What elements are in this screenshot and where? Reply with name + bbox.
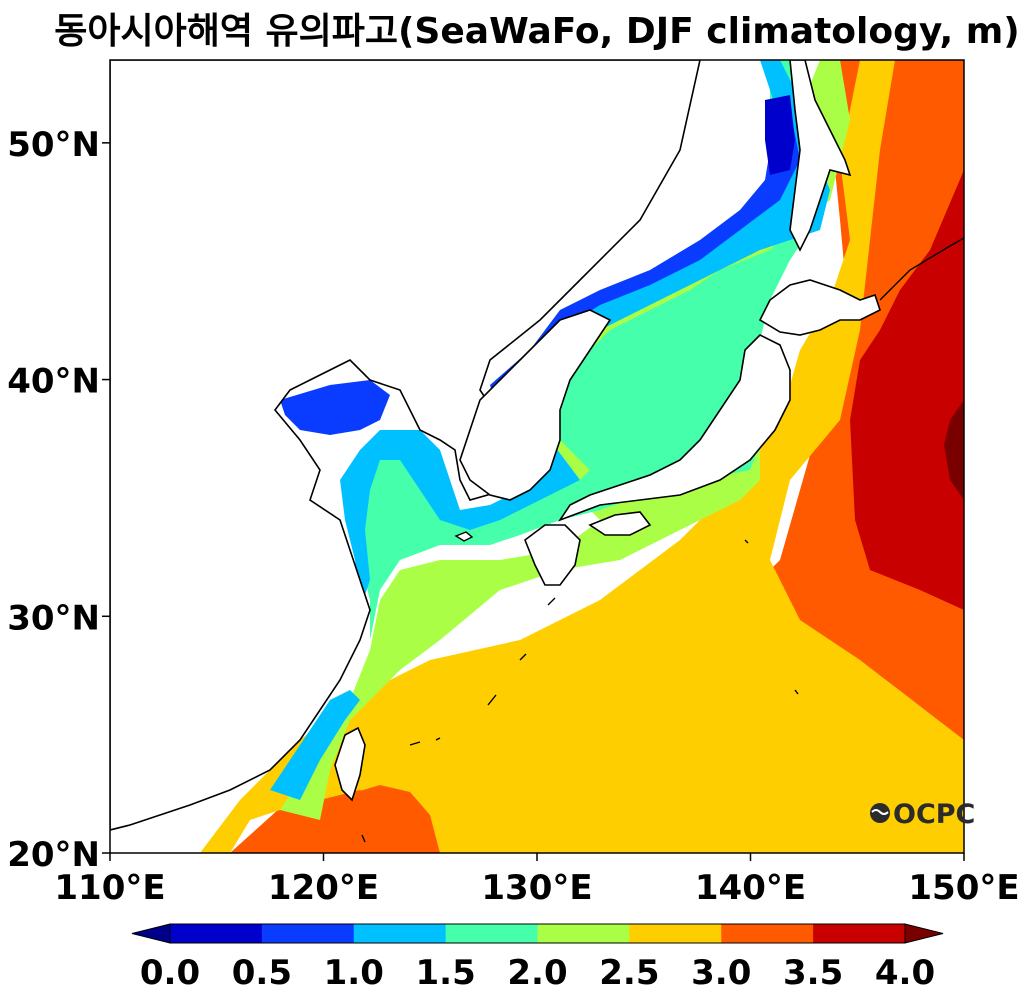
contour-band-south-3.0-3.5 [230, 785, 440, 853]
land-taiwan [334, 726, 366, 802]
lat-tick-label: 30°N [7, 598, 100, 638]
longitude-axis: 110°E 120°E 130°E 140°E 150°E [54, 853, 1020, 908]
colorbar-segment [721, 924, 814, 943]
land-china-korea [110, 60, 701, 831]
lon-tick-label: 110°E [54, 868, 165, 908]
colorbar [131, 923, 944, 944]
contour-band-2.5-3.0 [200, 60, 964, 853]
wave-height-map [110, 60, 964, 853]
colorbar-tick-label: 0.0 [140, 953, 200, 993]
lat-tick-label: 50°N [7, 125, 100, 165]
colorbar-segment [813, 924, 906, 943]
land-kurils [879, 237, 964, 301]
land-korea-peninsula [459, 309, 612, 501]
colorbar-segment [353, 924, 447, 943]
colorbar-tick-label: 2.5 [599, 953, 659, 993]
lon-tick-label: 120°E [268, 868, 379, 908]
colorbar-labels: 0.0 0.5 1.0 1.5 2.0 2.5 3.0 3.5 4.0 [140, 953, 935, 993]
colorbar-segment [170, 924, 263, 943]
colorbar-tick-label: 1.0 [324, 953, 384, 993]
map-title: 동아시아해역 유의파고(SeaWaFo, DJF climatology, m) [54, 11, 1019, 52]
logo-wave-icon [871, 809, 889, 815]
land-shikoku [588, 511, 652, 536]
lat-tick-label: 40°N [7, 362, 100, 402]
colorbar-segment [261, 924, 355, 943]
colorbar-frame [169, 923, 906, 944]
colorbar-tick-label: 2.0 [507, 953, 567, 993]
colorbar-segment [445, 924, 538, 943]
colorbar-tick-label: 0.5 [232, 953, 292, 993]
logo-text: OCPC [893, 799, 975, 830]
colorbar-segment [629, 924, 722, 943]
colorbar-tick-label: 3.5 [783, 953, 843, 993]
latitude-axis: 20°N 30°N 40°N 50°N [7, 125, 110, 875]
lon-tick-label: 140°E [695, 868, 806, 908]
lat-tick-label: 20°N [7, 835, 100, 875]
colorbar-under-arrow [131, 923, 171, 944]
land-japan-hokkaido [758, 279, 881, 336]
colorbar-tick-label: 4.0 [875, 953, 935, 993]
land-ryukyu-islands [361, 539, 799, 843]
colorbar-segment [537, 924, 630, 943]
land-jeju [454, 531, 474, 542]
contour-band-over-4.0 [944, 400, 964, 500]
contour-band-3.5-4.0 [850, 170, 964, 610]
land-japan-honshu [557, 334, 791, 522]
land-japan-kyushu [524, 524, 581, 586]
land-sakhalin [789, 60, 852, 252]
colorbar-over-arrow [904, 923, 944, 944]
contour-band-0.5-1.0 [280, 380, 390, 435]
lon-tick-label: 130°E [481, 868, 592, 908]
lon-tick-label: 150°E [908, 868, 1019, 908]
ocpc-logo: OCPC [870, 799, 975, 830]
contour-band-0.0-0.5 [765, 95, 795, 175]
contour-band-1.0-1.5-south [270, 690, 360, 800]
colorbar-tick-label: 1.5 [416, 953, 476, 993]
colorbar-tick-label: 3.0 [691, 953, 751, 993]
